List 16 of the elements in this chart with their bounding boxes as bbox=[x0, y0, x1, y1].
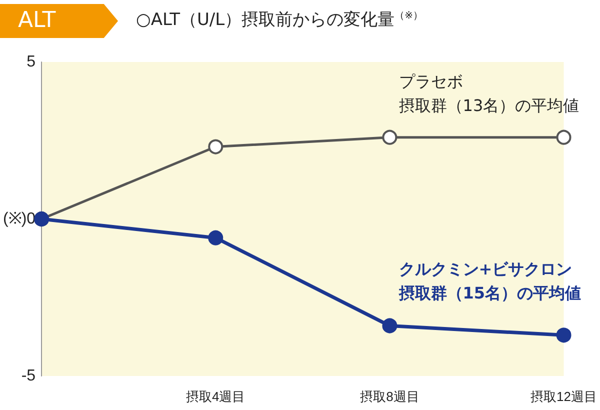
series-label: プラセボ摂取群（13名）の平均値 bbox=[398, 72, 580, 115]
point bbox=[556, 130, 572, 145]
x-tick-label: 摂取4週目 bbox=[186, 389, 246, 404]
point bbox=[382, 130, 398, 145]
y-tick-label: -5 bbox=[21, 368, 36, 384]
x-tick-label: 摂取8週目 bbox=[360, 389, 420, 404]
series-label: クルクミン+ビサクロン摂取群（15名）の平均値 bbox=[398, 260, 582, 303]
point bbox=[382, 318, 398, 334]
chart-subtitle: ○ALT（U/L）摂取前からの変化量$^{（※）}$ bbox=[136, 9, 424, 31]
y-tick-label: (※)0 bbox=[2, 210, 36, 228]
point bbox=[208, 230, 224, 246]
chart-title: ALT bbox=[0, 4, 118, 38]
point bbox=[208, 139, 224, 154]
x-tick-label: 摂取12週目 bbox=[530, 389, 598, 404]
y-tick-label: 5 bbox=[26, 54, 36, 70]
point bbox=[556, 328, 572, 343]
